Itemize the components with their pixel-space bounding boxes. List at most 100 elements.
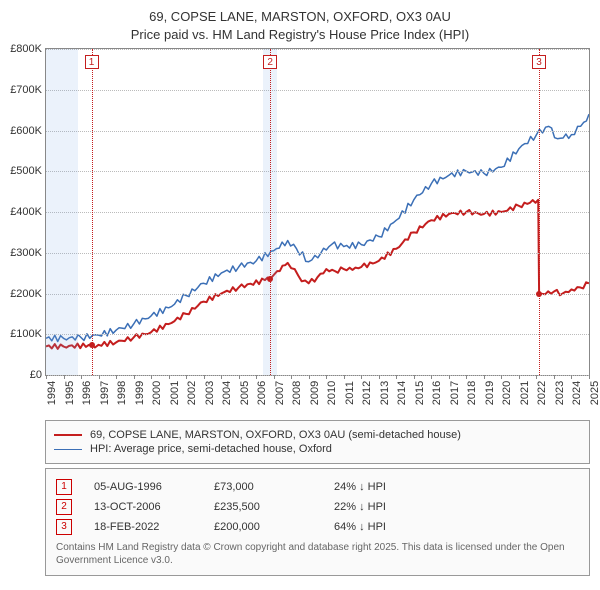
x-axis-label: 2004 [221, 381, 233, 405]
x-axis-label: 2003 [204, 381, 216, 405]
x-axis-label: 1999 [134, 381, 146, 405]
transaction-delta: 22% ↓ HPI [334, 501, 579, 513]
x-tick [186, 375, 187, 379]
x-axis-label: 1995 [64, 381, 76, 405]
gridline-h [46, 171, 589, 172]
x-tick [466, 375, 467, 379]
transaction-row: 318-FEB-2022£200,00064% ↓ HPI [56, 519, 579, 535]
transaction-row-marker: 2 [56, 499, 72, 515]
x-axis-label: 2007 [274, 381, 286, 405]
x-tick [81, 375, 82, 379]
series-price_paid [46, 200, 589, 349]
chart-title: 69, COPSE LANE, MARSTON, OXFORD, OX3 0AU… [0, 0, 600, 43]
x-tick [326, 375, 327, 379]
x-tick [431, 375, 432, 379]
x-axis-label: 2024 [571, 381, 583, 405]
y-axis-label: £100K [10, 328, 42, 340]
transaction-dot [89, 342, 95, 348]
transaction-row: 2 13-OCT-2006£235,50022% ↓ HPI [56, 499, 579, 515]
legend-label: 69, COPSE LANE, MARSTON, OXFORD, OX3 0AU… [90, 429, 461, 441]
transaction-marker-1: 1 [85, 55, 99, 69]
x-axis-label: 2006 [256, 381, 268, 405]
gridline-h [46, 131, 589, 132]
x-tick [151, 375, 152, 379]
transaction-delta: 64% ↓ HPI [334, 521, 579, 533]
transaction-date: 18-FEB-2022 [94, 521, 214, 533]
transaction-marker-3: 3 [532, 55, 546, 69]
transaction-row-marker: 1 [56, 479, 72, 495]
x-tick [449, 375, 450, 379]
x-tick [221, 375, 222, 379]
transaction-delta: 24% ↓ HPI [334, 481, 579, 493]
x-axis-label: 2001 [169, 381, 181, 405]
footer-note: Contains HM Land Registry data © Crown c… [56, 541, 579, 567]
x-axis-label: 2020 [501, 381, 513, 405]
x-tick [501, 375, 502, 379]
y-axis-label: £400K [10, 206, 42, 218]
x-tick [99, 375, 100, 379]
gridline-h [46, 49, 589, 50]
x-tick [484, 375, 485, 379]
transaction-price: £235,500 [214, 501, 334, 513]
x-tick [554, 375, 555, 379]
y-axis-label: £200K [10, 288, 42, 300]
transaction-marker-2: 2 [263, 55, 277, 69]
x-axis-label: 2000 [151, 381, 163, 405]
legend-item: HPI: Average price, semi-detached house,… [54, 443, 581, 455]
transaction-vline [539, 49, 540, 375]
title-address: 69, COPSE LANE, MARSTON, OXFORD, OX3 0AU [149, 9, 451, 24]
x-tick [134, 375, 135, 379]
uncertainty-band [46, 49, 78, 375]
transaction-price: £200,000 [214, 521, 334, 533]
x-tick [169, 375, 170, 379]
gridline-h [46, 334, 589, 335]
x-axis-label: 2002 [186, 381, 198, 405]
x-tick [519, 375, 520, 379]
legend-box: 69, COPSE LANE, MARSTON, OXFORD, OX3 0AU… [45, 420, 590, 464]
x-axis-label: 2015 [414, 381, 426, 405]
y-axis-label: £800K [10, 43, 42, 55]
x-axis-label: 2016 [431, 381, 443, 405]
x-tick [361, 375, 362, 379]
y-axis-label: £500K [10, 165, 42, 177]
transaction-dot [536, 291, 542, 297]
gridline-h [46, 294, 589, 295]
x-tick [46, 375, 47, 379]
y-axis-label: £300K [10, 247, 42, 259]
gridline-h [46, 90, 589, 91]
x-axis-label: 2008 [291, 381, 303, 405]
transaction-row: 1 05-AUG-1996£73,00024% ↓ HPI [56, 479, 579, 495]
x-tick [64, 375, 65, 379]
x-axis-label: 2005 [239, 381, 251, 405]
legend-swatch [54, 434, 82, 436]
legend-swatch [54, 449, 82, 450]
x-tick [414, 375, 415, 379]
x-tick [571, 375, 572, 379]
gridline-h [46, 212, 589, 213]
x-axis-label: 2009 [309, 381, 321, 405]
chart-plot-area: £0£100K£200K£300K£400K£500K£600K£700K£80… [45, 48, 590, 376]
y-axis-label: £0 [30, 369, 42, 381]
x-axis-label: 2025 [589, 381, 600, 405]
legend-label: HPI: Average price, semi-detached house,… [90, 443, 332, 455]
x-axis-label: 2021 [519, 381, 531, 405]
series-hpi [46, 114, 589, 341]
transaction-date: 05-AUG-1996 [94, 481, 214, 493]
gridline-h [46, 253, 589, 254]
x-axis-label: 2010 [326, 381, 338, 405]
transaction-vline [92, 49, 93, 375]
transaction-date: 13-OCT-2006 [94, 501, 214, 513]
legend-item: 69, COPSE LANE, MARSTON, OXFORD, OX3 0AU… [54, 429, 581, 441]
x-axis-label: 2018 [466, 381, 478, 405]
transaction-price: £73,000 [214, 481, 334, 493]
y-axis-label: £600K [10, 125, 42, 137]
transactions-box: 1 05-AUG-1996£73,00024% ↓ HPI 2 13-OCT-2006… [45, 468, 590, 576]
x-tick [116, 375, 117, 379]
x-tick [256, 375, 257, 379]
x-axis-label: 1998 [116, 381, 128, 405]
x-tick [536, 375, 537, 379]
gridline-h [46, 375, 589, 376]
x-axis-label: 2022 [536, 381, 548, 405]
x-tick [589, 375, 590, 379]
x-tick [396, 375, 397, 379]
